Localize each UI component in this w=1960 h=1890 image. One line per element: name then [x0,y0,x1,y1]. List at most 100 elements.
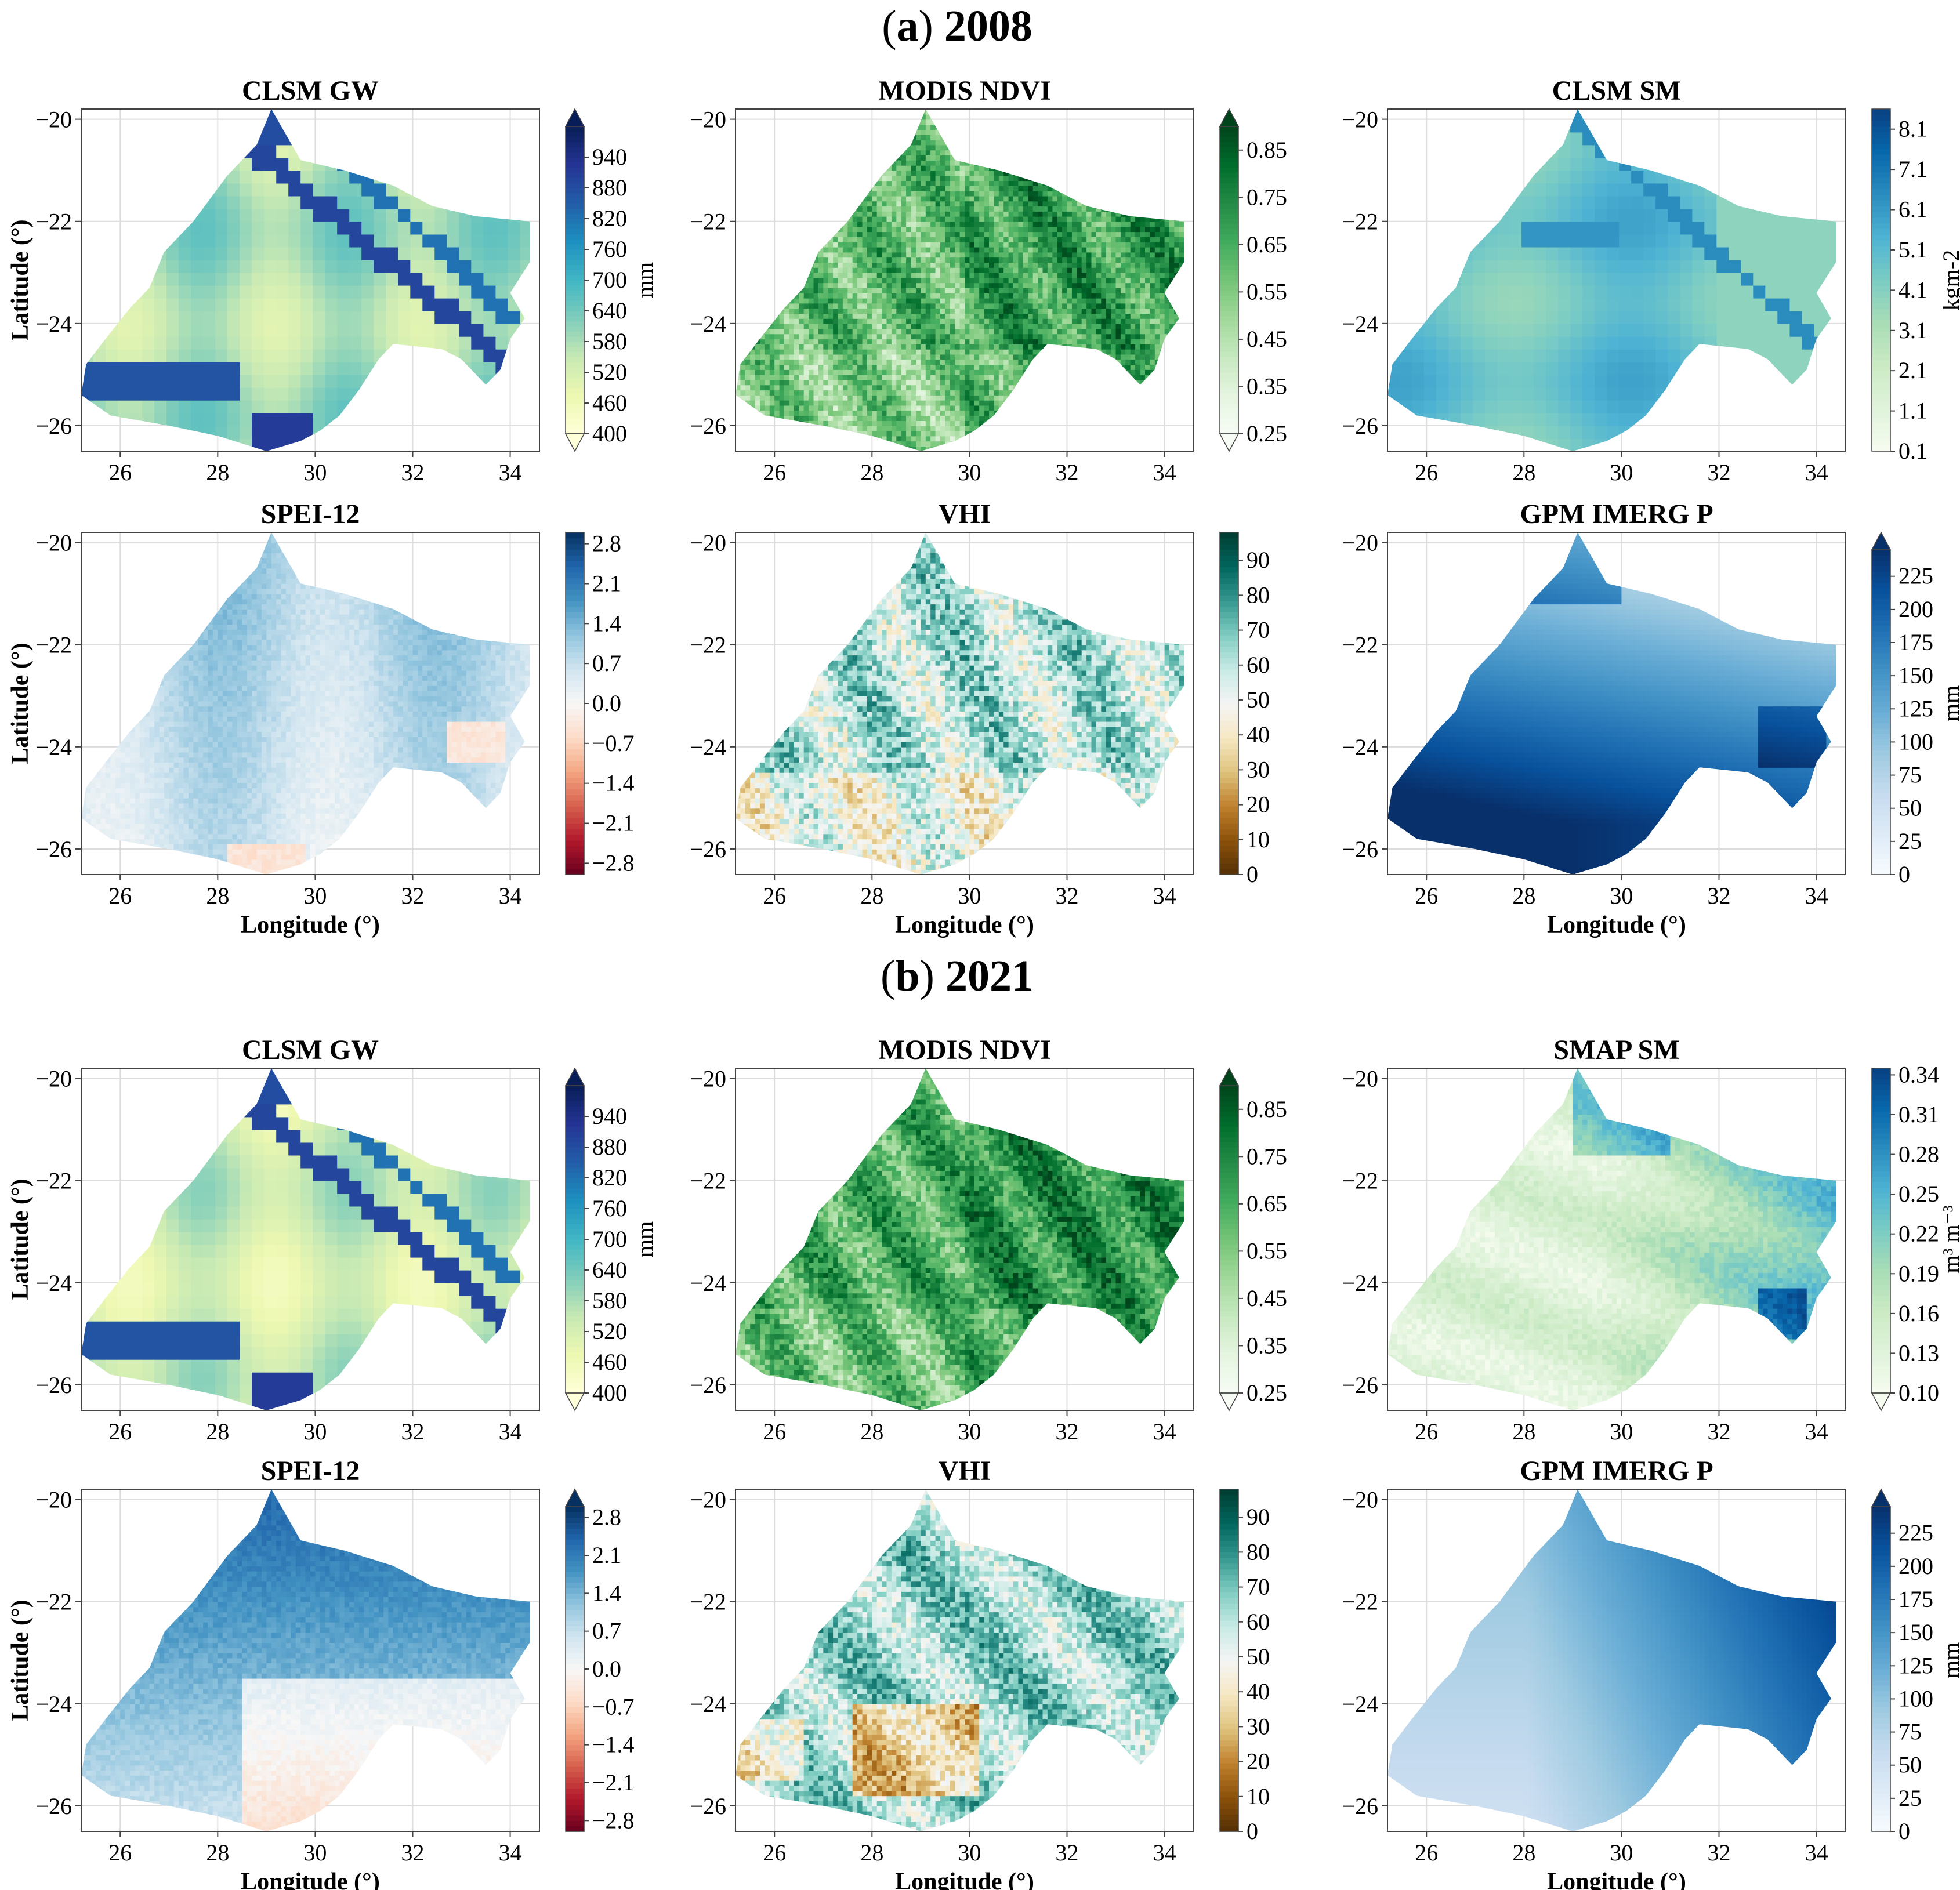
heatmap-cell [911,186,916,191]
heatmap-cell [847,324,853,329]
heatmap-cell [940,119,945,125]
heatmap-cell [740,201,745,207]
heatmap-cell [857,150,863,155]
heatmap-cell [989,140,994,146]
heatmap-cell [847,385,853,391]
heatmap-cell [916,206,921,212]
heatmap-cell [916,165,921,171]
heatmap-cell [780,247,785,253]
heatmap-cell [799,206,804,212]
heatmap-cell [313,349,325,362]
heatmap-cell [994,216,999,222]
heatmap-cell [906,129,911,135]
heatmap-cell [847,257,853,263]
heatmap-cell [736,415,741,421]
heatmap-cell [857,227,863,233]
heatmap-cell [740,242,745,248]
heatmap-cell [969,119,974,125]
heatmap-cell [838,318,843,324]
heatmap-cell [926,160,931,166]
heatmap-cell [770,334,775,340]
heatmap-cell [471,298,484,311]
heatmap-cell [179,132,191,146]
heatmap-cell [313,324,325,337]
heatmap-cell [750,165,755,171]
heatmap-cell [863,252,868,258]
heatmap-cell [950,313,955,319]
heatmap-cell [374,171,386,184]
heatmap-cell [736,436,741,442]
heatmap-cell [447,158,459,171]
heatmap-cell [227,413,240,426]
heatmap-cell [867,227,872,233]
heatmap-cell [892,318,897,324]
heatmap-cell [300,158,313,171]
heatmap-cell [760,426,765,431]
heatmap-cell [926,364,931,370]
heatmap-cell [760,375,765,380]
heatmap-cell [984,278,990,284]
heatmap-cell [179,196,191,209]
heatmap-cell [867,385,872,391]
heatmap-cell [955,293,960,299]
heatmap-cell [804,390,809,396]
heatmap-cell [916,160,921,166]
heatmap-cell [740,380,745,386]
heatmap-cell [872,364,877,370]
heatmap-cell [818,191,824,197]
heatmap-cell [882,109,887,115]
heatmap-cell [969,282,974,288]
heatmap-cell [863,375,868,380]
heatmap-cell [814,129,819,135]
heatmap-cell [745,109,751,115]
heatmap-cell [736,150,741,155]
heatmap-cell [93,145,106,158]
heatmap-cell [969,262,974,268]
heatmap-cell [799,135,804,140]
heatmap-cell [804,349,809,355]
heatmap-cell [166,247,179,260]
heatmap-cell [154,260,167,273]
heatmap-cell [853,160,858,166]
heatmap-cell [994,237,999,242]
heatmap-cell [838,252,843,258]
colorbar-segment [566,137,584,142]
heatmap-cell [471,132,484,146]
heatmap-cell [818,282,824,288]
heatmap-cell [887,278,892,284]
heatmap-cell [823,405,828,411]
heatmap-cell [857,242,863,248]
heatmap-cell [818,150,824,155]
heatmap-cell [142,260,155,273]
heatmap-cell [459,349,472,362]
heatmap-cell [984,308,990,314]
heatmap-cell [974,176,980,182]
heatmap-cell [950,262,955,268]
heatmap-cell [784,196,789,202]
heatmap-cell [847,313,853,319]
heatmap-cell [745,262,751,268]
heatmap-cell [867,211,872,217]
heatmap-cell [780,334,785,340]
heatmap-cell [974,415,980,421]
heatmap-cell [809,395,814,401]
heatmap-cell [736,390,741,396]
heatmap-cell [740,349,745,355]
heatmap-cell [823,191,828,197]
heatmap-cell [887,160,892,166]
heatmap-cell [780,267,785,273]
heatmap-cell [882,411,887,416]
heatmap-cell [974,411,980,416]
heatmap-cell [906,344,911,350]
heatmap-cell [736,171,741,176]
colorbar-segment [566,367,584,372]
colorbar-segment [566,208,584,213]
colorbar-segment [566,147,584,152]
heatmap-cell [892,303,897,309]
heatmap-cell [955,329,960,335]
heatmap-cell [999,180,1004,186]
heatmap-cell [984,298,990,304]
heatmap-cell [130,387,143,401]
heatmap-cell [447,222,459,235]
